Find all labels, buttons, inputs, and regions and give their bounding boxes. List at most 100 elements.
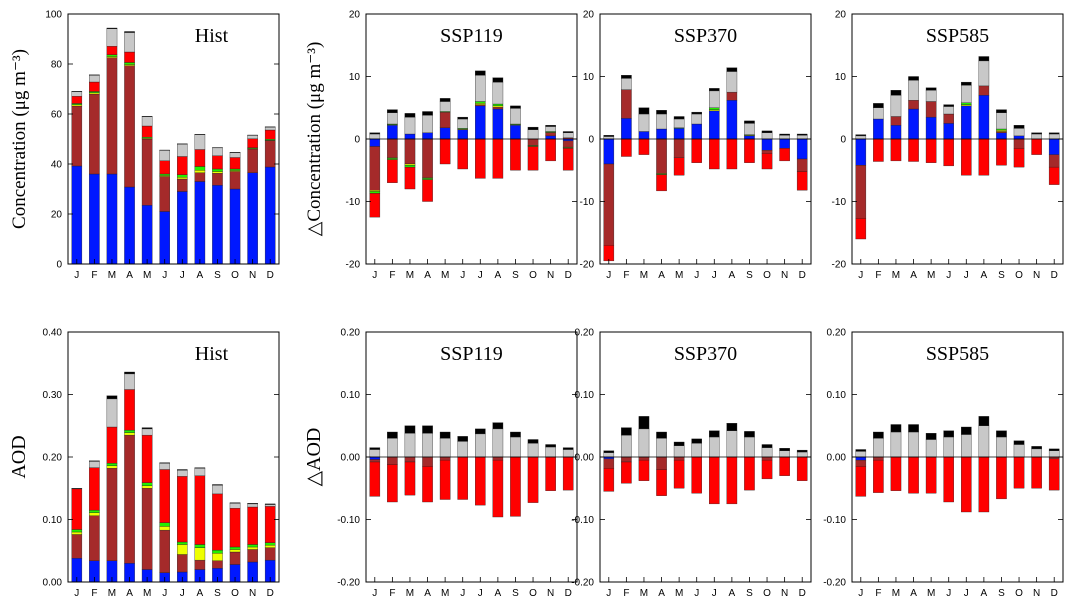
x-tick-label: N [781,588,788,599]
bar-segment-brown-7 [726,91,738,101]
x-tick-label: J [74,588,79,599]
bar-segment-black-3 [124,31,135,33]
y-tick-label: 20 [583,10,595,21]
bar-segment-neg-brown-1 [387,138,398,158]
bar-segment-yellow-0 [71,531,83,535]
bar-segment-gray-3 [656,113,667,130]
bar-segment-black-0 [369,447,381,450]
bar-segment-gray-6 [177,143,188,157]
bar-segment-brown-1 [89,93,100,175]
y-tick-label: 10 [835,72,847,83]
x-tick-label: M [441,588,449,599]
x-tick-label: A [910,588,917,599]
bar-segment-black-1 [873,431,884,439]
x-tick-label: J [478,270,483,281]
bar-segment-neg-green-1 [387,158,398,160]
bar-segment-green-6 [961,102,972,105]
bar-segment-brown-6 [475,104,486,107]
bar-segment-gray-11 [1048,450,1060,458]
bar-segment-gray-8 [212,147,223,156]
bar-segment-yellow-7 [492,105,504,108]
bar-segment-brown-6 [177,554,188,573]
x-tick-label: N [547,270,554,281]
bar-segment-green-1 [89,509,100,513]
bar-segment-brown-11 [264,547,276,561]
bar-segment-gray-4 [141,116,153,127]
bar-segment-brown-7 [492,106,504,110]
bar-segment-yellow-8 [996,130,1007,132]
bar-segment-blue-5 [943,123,954,140]
bar-segment-red-6 [177,476,188,543]
bar-segment-gray-4 [141,428,153,436]
bar-segment-green-6 [475,101,486,104]
bar-segment-brown-6 [177,178,188,192]
bar-segment-black-1 [387,431,398,439]
bar-segment-neg-red-6 [475,138,486,179]
bar-segment-yellow-1 [89,92,100,95]
x-tick-label: M [675,588,683,599]
y-tick-label: 0.20 [827,328,847,339]
bar-segment-gray-1 [387,438,398,458]
bar-segment-red-0 [71,96,83,104]
bar-segment-yellow-11 [264,544,276,548]
bar-segment-green-11 [264,542,276,546]
x-tick-label: O [231,588,239,599]
bar-segment-black-11 [1048,132,1060,135]
bar-segment-neg-red-6 [709,456,720,505]
bar-segment-neg-brown-4 [673,138,685,158]
bar-segment-black-9 [527,126,539,130]
y-tick-label: -0.10 [571,515,594,526]
y-axis-label: △Concentration (μg m⁻³) [304,42,325,237]
bar-segment-black-8 [996,430,1007,438]
bar-segment-black-6 [475,428,486,435]
bar-segment-blue-3 [124,186,135,265]
bar-segment-gray-8 [212,484,223,495]
bar-segment-neg-brown-3 [422,456,433,467]
bar-segment-neg-brown-0 [855,165,867,219]
bar-segment-neg-red-2 [404,461,416,496]
bar-segment-blue-8 [996,132,1007,140]
bar-segment-blue-2 [890,125,902,140]
y-tick-label: 0 [56,260,62,271]
x-tick-label: A [126,588,133,599]
bar-segment-brown-4 [141,138,153,206]
bar-segment-blue-4 [673,128,685,140]
bar-segment-blue-1 [89,173,100,265]
bar-segment-gray-1 [89,75,100,83]
bar-segment-brown-3 [124,434,135,564]
bar-segment-red-2 [106,426,118,464]
x-tick-label: N [1033,270,1040,281]
bar-segment-neg-red-9 [527,146,539,171]
bar-segment-gray-5 [159,463,170,470]
bar-segment-neg-brown-0 [369,146,381,191]
bar-segment-gray-9 [527,129,539,140]
x-tick-label: D [565,588,572,599]
bar-segment-black-8 [212,484,223,486]
x-tick-label: A [658,588,665,599]
bar-segment-neg-brown-9 [761,150,773,154]
bar-segment-black-10 [545,125,556,127]
x-tick-label: J [372,270,377,281]
bar-segment-black-11 [796,449,808,453]
bar-segment-neg-red-0 [603,468,615,492]
bar-segment-black-7 [194,467,206,469]
panel-title: SSP370 [674,25,737,47]
bar-segment-green-6 [177,174,188,178]
x-tick-label: O [231,270,239,281]
bar-segment-gray-9 [1013,128,1025,137]
bar-segment-black-11 [562,131,574,133]
x-tick-label: M [441,270,449,281]
y-tick-label: 0.30 [43,390,63,401]
bar-segment-neg-red-7 [492,138,504,179]
bar-segment-blue-4 [925,116,937,140]
bar-segment-gray-8 [996,112,1007,130]
bar-segment-gray-9 [527,443,539,458]
x-tick-label: F [91,270,97,281]
bar-segment-black-9 [761,130,773,133]
panel-title: SSP119 [440,343,503,365]
bar-segment-black-2 [106,27,118,29]
bar-segment-green-2 [106,463,118,466]
